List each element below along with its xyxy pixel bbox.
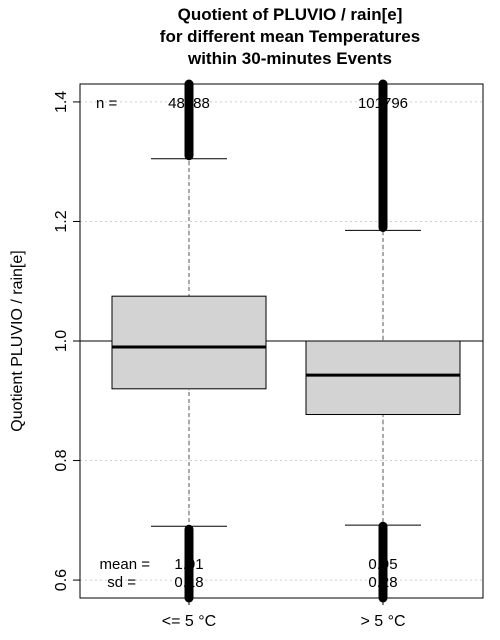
y-tick-label-0: 0.6 (53, 569, 70, 591)
x-tick-label-0: <= 5 °C (162, 613, 216, 630)
y-tick-label-1: 0.8 (53, 449, 70, 471)
y-tick-label-4: 1.4 (53, 91, 70, 113)
sd-value-1: 0.28 (368, 574, 397, 591)
mean-value-1: 0.95 (368, 556, 397, 573)
title-line-2: for different mean Temperatures (160, 27, 420, 46)
title-line-1: Quotient of PLUVIO / rain[e] (178, 5, 403, 24)
mean-value-0: 1.01 (174, 556, 203, 573)
plot-frame (79, 83, 484, 599)
x-tick-label-1: > 5 °C (360, 613, 405, 630)
chart-title: Quotient of PLUVIO / rain[e] for differe… (160, 5, 420, 68)
y-tick-label-2: 1.0 (53, 330, 70, 352)
sd-value-0: 0.18 (174, 574, 203, 591)
n-value-1: 101796 (358, 95, 408, 112)
title-line-3: within 30-minutes Events (187, 49, 392, 68)
y-axis-label: Quotient PLUVIO / rain[e] (9, 250, 26, 431)
box-0 (111, 295, 267, 390)
n-label: n = (96, 95, 118, 112)
box-1 (305, 340, 461, 416)
mean-label: mean = (100, 556, 151, 573)
annotations: n = mean =sd = 48688 1.010.18 101796 0.950.28 (96, 95, 408, 591)
boxes (111, 79, 461, 603)
sd-label: sd = (107, 574, 136, 591)
axes: 0.6 0.8 1.0 1.2 1.4 <= 5 °C > 5 °C (53, 91, 406, 630)
n-value-0: 48688 (168, 95, 210, 112)
y-tick-label-3: 1.2 (53, 210, 70, 232)
